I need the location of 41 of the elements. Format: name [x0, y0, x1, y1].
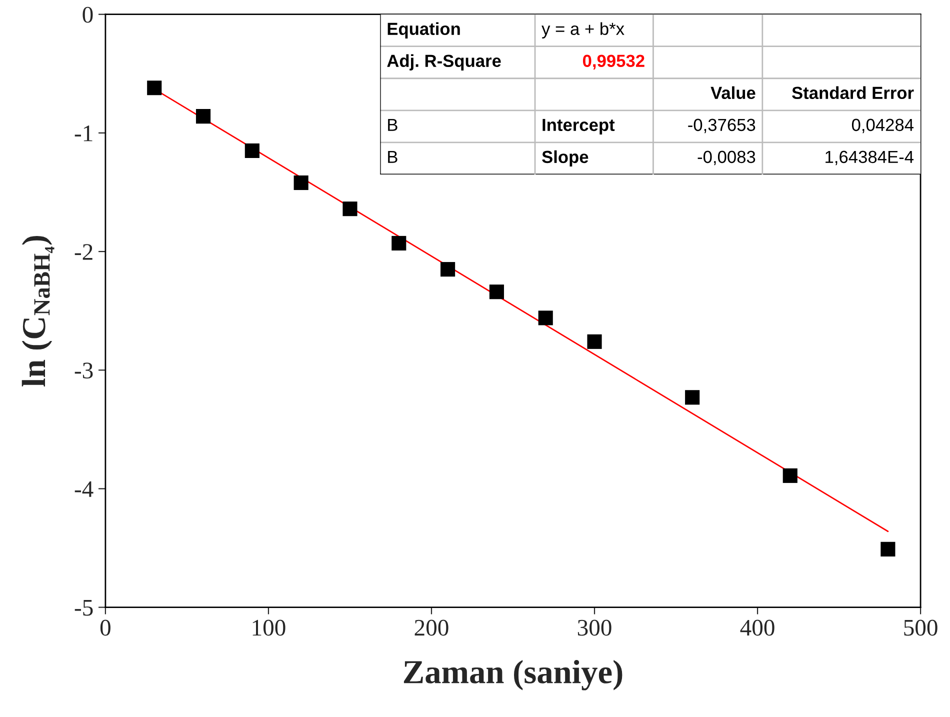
annotation: 0,04284	[852, 118, 914, 134]
annotation: Equation	[388, 22, 460, 38]
y-tick-label: -1	[74, 126, 92, 142]
annotation: Slope	[542, 150, 588, 167]
annotation: 0,99532	[582, 54, 644, 70]
y-tick-label: -2	[74, 244, 92, 260]
point	[392, 236, 406, 251]
point	[880, 542, 896, 556]
point	[244, 143, 260, 158]
y-tick-label: -4	[74, 481, 94, 497]
annotation: Value	[710, 86, 756, 100]
x-tick-label: 200	[414, 620, 448, 636]
point	[782, 468, 798, 483]
annotation: Adj. R-Square	[387, 54, 501, 70]
annotation: 1,64384E-4	[826, 150, 914, 166]
annotation: -0,37653	[688, 118, 756, 134]
point	[440, 262, 456, 277]
x-tick-label: 400	[740, 620, 774, 636]
y-tick-label: 0	[82, 6, 93, 23]
point	[342, 202, 358, 216]
y-tick-label: -3	[74, 362, 93, 379]
annotation: -0,0083	[698, 150, 756, 166]
x-tick-label: 500	[904, 620, 938, 636]
y-axis-title: ln (C$_{NaBH₄}$)	[22, 236, 54, 386]
x-tick-label: 100	[252, 620, 286, 636]
y-tick-label: -5	[74, 600, 93, 616]
annotation: Standard Error	[792, 86, 914, 100]
point	[489, 284, 504, 300]
annotation: Intercept	[542, 118, 615, 134]
annotation: y = a + b*x	[542, 22, 624, 38]
x-tick-label: 300	[578, 620, 612, 636]
x-axis-title: Zaman (saniye)	[404, 660, 622, 690]
point	[196, 109, 211, 124]
x-tick-label: 0	[100, 620, 110, 636]
annotation: B	[388, 118, 398, 131]
annotation: B	[388, 150, 398, 163]
point	[538, 310, 553, 326]
point	[587, 334, 602, 349]
point	[294, 175, 308, 190]
point	[685, 390, 700, 405]
point	[147, 80, 162, 96]
